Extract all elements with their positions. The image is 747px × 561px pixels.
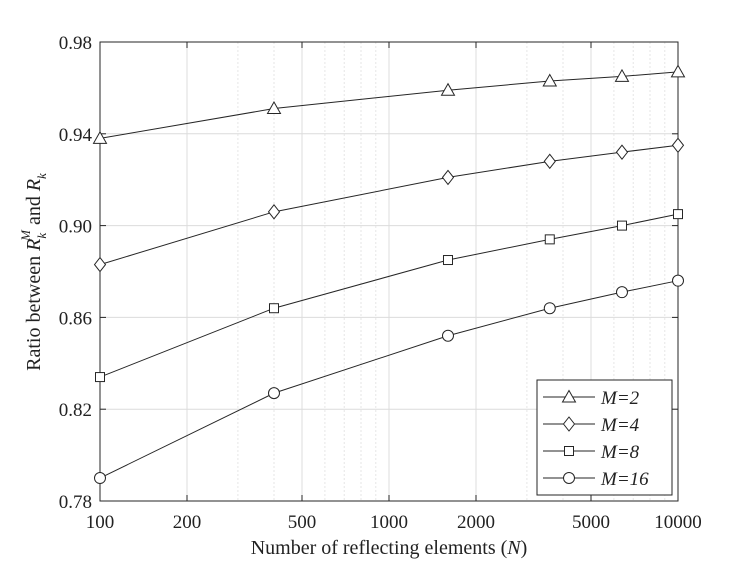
data-point-diamond bbox=[615, 144, 629, 160]
series-line-1 bbox=[99, 144, 679, 266]
axis-ticks: 100 200 500 1000 2000 5000 10000 0.78 0.82 0.86 0.… bbox=[59, 33, 702, 533]
legend-label: M=16 bbox=[600, 469, 649, 490]
data-point-square bbox=[673, 209, 683, 220]
data-point-square bbox=[268, 303, 279, 314]
data-point-triangle bbox=[614, 68, 630, 82]
data-point-triangle bbox=[670, 64, 686, 78]
x-tick-label: 200 bbox=[173, 512, 202, 533]
legend-label: M=4 bbox=[600, 415, 640, 436]
y-axis-label: Ratio between RkM and Rk bbox=[18, 173, 49, 371]
data-point-triangle bbox=[542, 73, 558, 87]
data-point-diamond bbox=[441, 169, 455, 186]
x-tick-label: 500 bbox=[288, 512, 317, 533]
data-point-triangle bbox=[266, 101, 282, 115]
legend-marker-triangle bbox=[561, 389, 577, 403]
series-line-3 bbox=[99, 280, 679, 479]
data-point-circle bbox=[94, 472, 106, 485]
data-point-square bbox=[544, 234, 555, 245]
legend-marker-square bbox=[564, 446, 574, 456]
data-point-diamond bbox=[267, 204, 281, 220]
y-tick-label: 0.78 bbox=[59, 492, 92, 513]
legend-marker-diamond bbox=[562, 416, 576, 432]
x-tick-label: 1000 bbox=[370, 512, 408, 533]
data-point-circle bbox=[543, 302, 556, 315]
data-point-diamond bbox=[93, 256, 107, 273]
series-line-2 bbox=[99, 213, 679, 378]
data-point-square bbox=[616, 220, 627, 231]
y-tick-label: 0.94 bbox=[59, 125, 93, 146]
data-point-triangle bbox=[92, 130, 108, 144]
x-axis-label: Number of reflecting elements (N) bbox=[251, 537, 528, 559]
x-tick-label: 5000 bbox=[572, 512, 610, 533]
x-tick-label: 100 bbox=[86, 512, 115, 533]
data-point-circle bbox=[267, 387, 280, 400]
series-lines bbox=[92, 64, 686, 485]
data-point-diamond bbox=[671, 137, 685, 154]
grid bbox=[100, 42, 678, 501]
data-point-diamond bbox=[543, 153, 556, 170]
legend-label: M=8 bbox=[600, 442, 640, 463]
series-line-0 bbox=[99, 71, 679, 139]
y-tick-label: 0.98 bbox=[59, 33, 92, 54]
data-point-triangle bbox=[440, 82, 456, 96]
y-tick-label: 0.86 bbox=[59, 308, 92, 329]
data-point-circle bbox=[672, 274, 684, 287]
legend-marker-circle bbox=[563, 472, 575, 484]
data-point-square bbox=[95, 372, 105, 383]
data-point-circle bbox=[615, 286, 628, 299]
x-tick-label: 10000 bbox=[654, 512, 702, 533]
x-tick-label: 2000 bbox=[457, 512, 495, 533]
data-point-square bbox=[442, 255, 453, 266]
y-tick-label: 0.82 bbox=[59, 400, 92, 421]
legend-label: M=2 bbox=[600, 388, 640, 409]
legend-box bbox=[536, 379, 673, 496]
data-point-circle bbox=[441, 329, 454, 342]
legend: M=2 M=4 M=8 M=16 bbox=[536, 379, 673, 496]
y-tick-label: 0.90 bbox=[59, 217, 92, 238]
